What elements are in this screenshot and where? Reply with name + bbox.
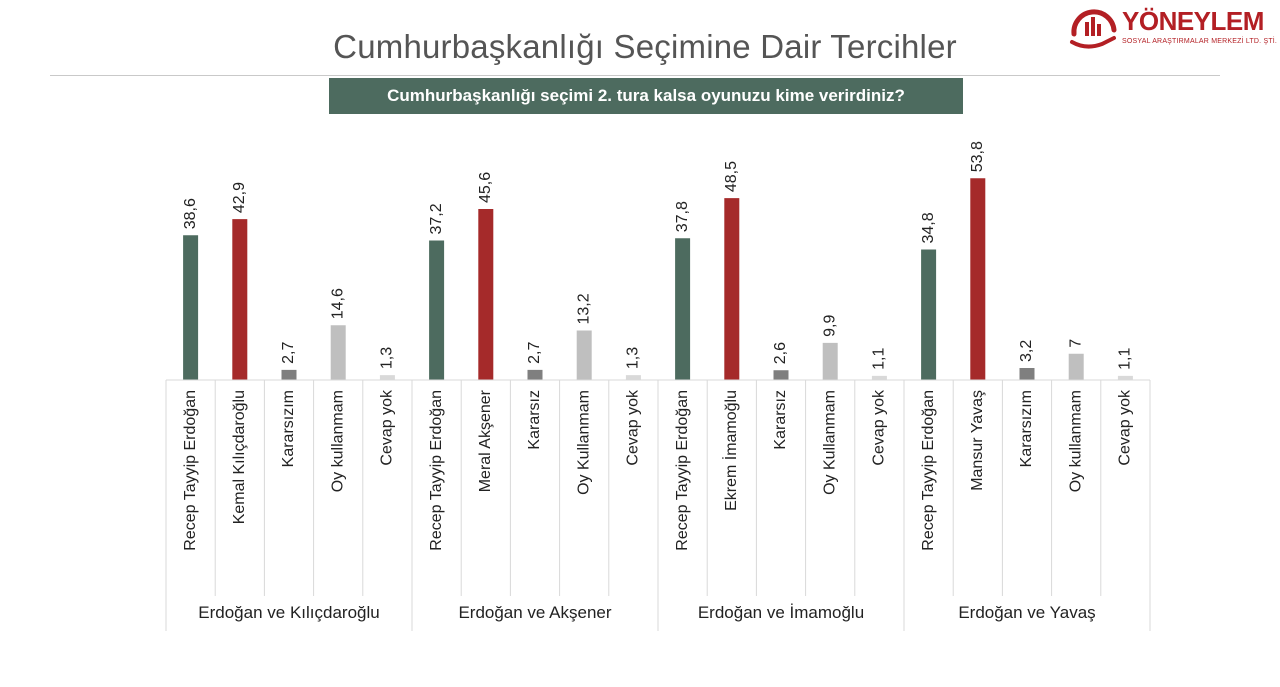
data-label: 2,7 bbox=[526, 342, 543, 364]
company-logo: YÖNEYLEM SOSYAL ARAŞTIRMALAR MERKEZİ LTD… bbox=[1068, 4, 1277, 54]
bar bbox=[675, 238, 691, 380]
category-label: Recep Tayyip Erdoğan bbox=[920, 390, 937, 551]
category-label: Oy Kullanmam bbox=[821, 390, 838, 495]
bar bbox=[1117, 375, 1133, 380]
page-title: Cumhurbaşkanlığı Seçimine Dair Tercihler bbox=[333, 28, 957, 65]
bar bbox=[921, 249, 937, 380]
logo-name: YÖNEYLEM bbox=[1122, 6, 1264, 36]
logo-subtitle: SOSYAL ARAŞTIRMALAR MERKEZİ LTD. ŞTİ. bbox=[1122, 38, 1278, 45]
bar bbox=[724, 198, 740, 380]
data-label: 1,3 bbox=[379, 347, 396, 369]
data-label: 37,8 bbox=[674, 201, 691, 232]
bar bbox=[970, 178, 986, 380]
category-label: Recep Tayyip Erdoğan bbox=[182, 390, 199, 551]
category-label: Cevap yok bbox=[379, 389, 396, 466]
data-label: 53,8 bbox=[969, 141, 986, 172]
group-label: Erdoğan ve Akşener bbox=[458, 603, 611, 622]
category-label: Meral Akşener bbox=[477, 389, 494, 492]
category-label: Kararsızım bbox=[1018, 390, 1035, 467]
category-label: Kararsız bbox=[526, 390, 543, 450]
bar bbox=[527, 369, 543, 380]
data-label: 1,1 bbox=[871, 348, 888, 370]
bar bbox=[330, 325, 346, 380]
question-banner: Cumhurbaşkanlığı seçimi 2. tura kalsa oy… bbox=[329, 78, 963, 114]
category-label: Mansur Yavaş bbox=[969, 390, 986, 491]
group-label: Erdoğan ve Yavaş bbox=[958, 603, 1095, 622]
bar bbox=[871, 375, 887, 380]
data-label: 2,7 bbox=[280, 342, 297, 364]
bar bbox=[576, 330, 592, 380]
title-divider bbox=[50, 75, 1220, 76]
data-label: 3,2 bbox=[1018, 340, 1035, 362]
category-label: Recep Tayyip Erdoğan bbox=[674, 390, 691, 551]
bar bbox=[478, 209, 494, 380]
category-label: Kararsızım bbox=[280, 390, 297, 467]
bar bbox=[773, 370, 789, 380]
category-label: Cevap yok bbox=[625, 389, 642, 466]
data-label: 9,9 bbox=[821, 315, 838, 337]
bar bbox=[625, 375, 641, 380]
category-label: Oy kullanmam bbox=[329, 390, 346, 492]
bar bbox=[429, 240, 445, 380]
category-label: Cevap yok bbox=[871, 389, 888, 466]
data-label: 37,2 bbox=[428, 203, 445, 234]
bar bbox=[183, 235, 199, 380]
data-label: 2,6 bbox=[772, 342, 789, 364]
data-label: 42,9 bbox=[231, 182, 248, 213]
bar bbox=[379, 375, 395, 380]
data-label: 45,6 bbox=[477, 172, 494, 203]
group-label: Erdoğan ve Kılıçdaroğlu bbox=[198, 603, 379, 622]
data-label: 7 bbox=[1067, 339, 1084, 348]
data-label: 48,5 bbox=[723, 161, 740, 192]
category-label: Oy kullanmam bbox=[1067, 390, 1084, 492]
category-label: Ekrem İmamoğlu bbox=[721, 390, 740, 511]
category-label: Oy Kullanmam bbox=[575, 390, 592, 495]
data-label: 34,8 bbox=[920, 212, 937, 243]
category-label: Recep Tayyip Erdoğan bbox=[428, 390, 445, 551]
data-label: 14,6 bbox=[329, 288, 346, 319]
group-label: Erdoğan ve İmamoğlu bbox=[698, 603, 864, 622]
bar bbox=[822, 342, 838, 380]
data-label: 38,6 bbox=[182, 198, 199, 229]
category-label: Kararsız bbox=[772, 390, 789, 450]
bar bbox=[1019, 368, 1035, 380]
bar bbox=[1068, 353, 1084, 380]
data-label: 1,3 bbox=[625, 347, 642, 369]
data-label: 1,1 bbox=[1117, 348, 1134, 370]
data-label: 13,2 bbox=[575, 293, 592, 324]
logo-emblem-icon bbox=[1070, 9, 1117, 49]
bar bbox=[281, 369, 297, 380]
bar bbox=[232, 219, 248, 380]
category-label: Kemal Kılıçdaroğlu bbox=[231, 390, 248, 524]
category-label: Cevap yok bbox=[1117, 389, 1134, 466]
